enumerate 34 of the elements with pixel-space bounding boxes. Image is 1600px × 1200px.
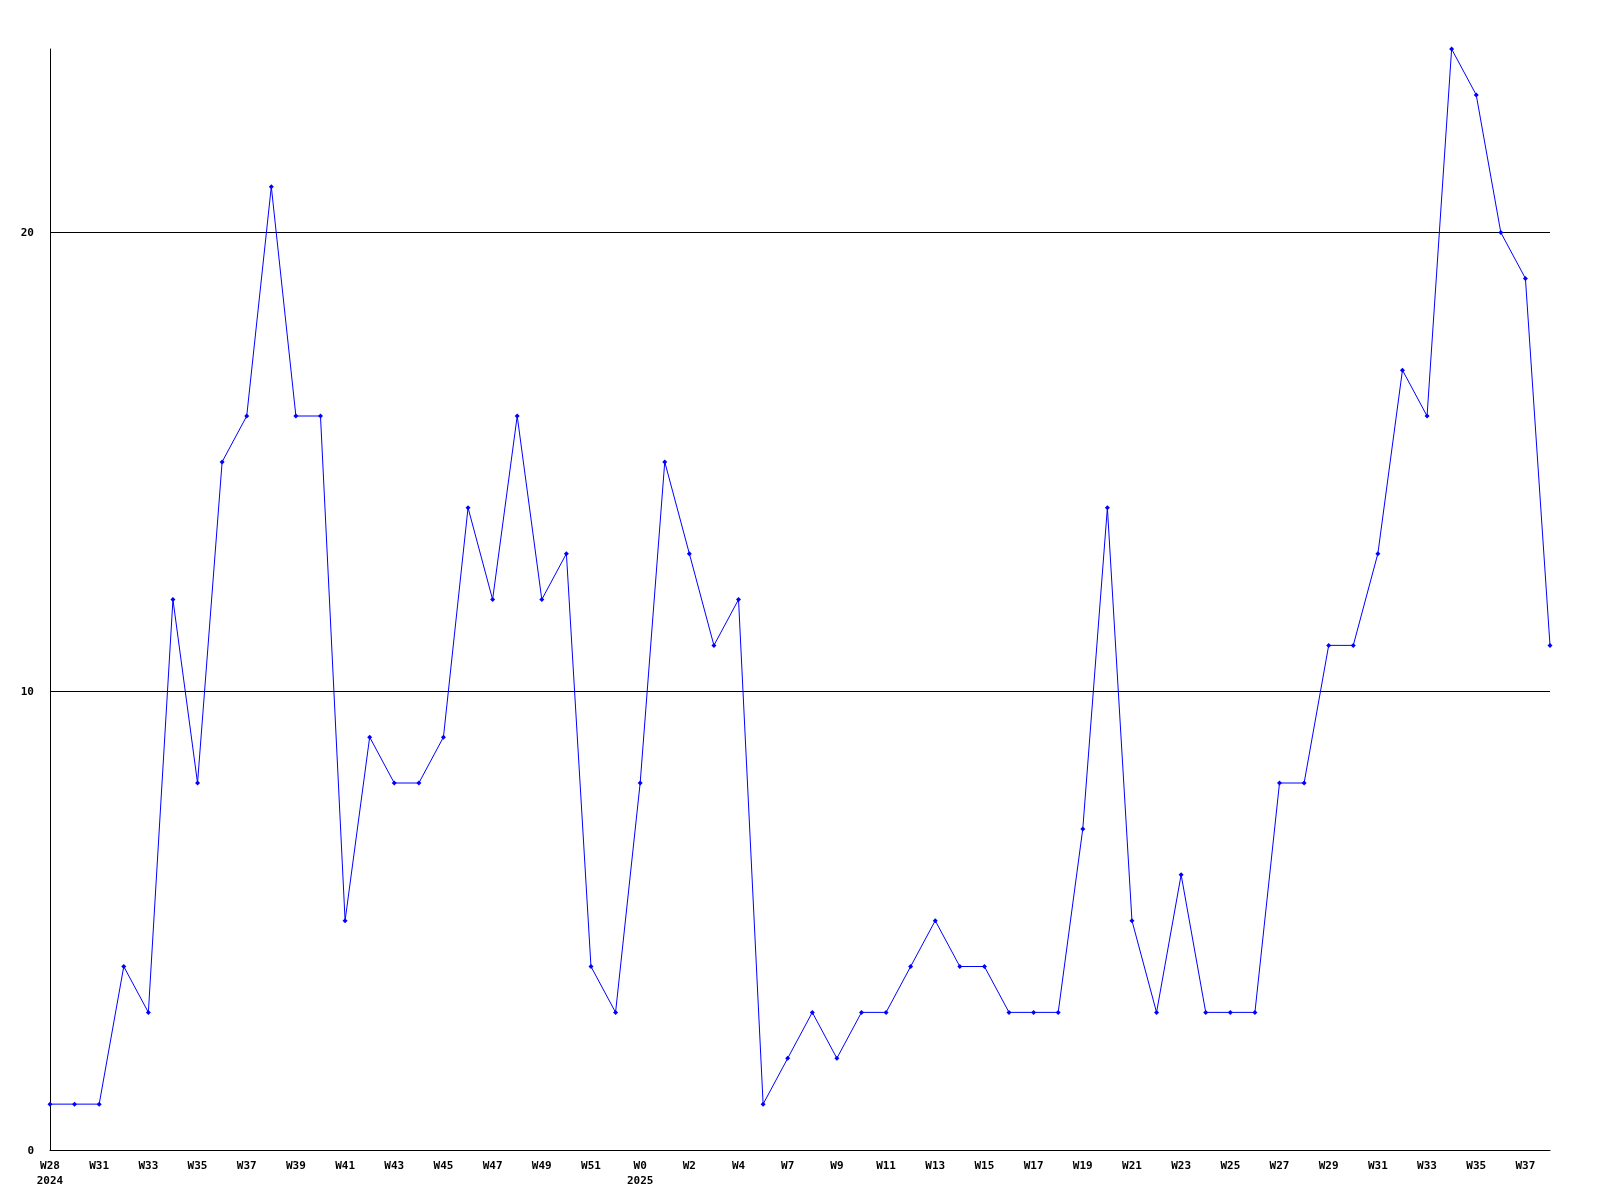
x-tick-label: W35 [1466, 1159, 1487, 1172]
x-tick-label: W29 [1318, 1159, 1339, 1172]
y-tick-label: 0 [27, 1143, 34, 1157]
x-tick-label: W21 [1122, 1159, 1143, 1172]
x-tick-label: W43 [384, 1159, 405, 1172]
x-tick-label: W0 2025 [626, 1159, 654, 1187]
x-tick-label: W33 [138, 1159, 159, 1172]
x-tick-label: W13 [925, 1159, 946, 1172]
x-tick-label: W35 [187, 1159, 208, 1172]
x-tick-label: W31 [89, 1159, 110, 1172]
x-tick-label: W31 [1367, 1159, 1389, 1172]
x-tick-label: W47 [482, 1159, 503, 1172]
x-tick-label: W11 [876, 1159, 897, 1172]
x-tick-label: W51 [581, 1159, 602, 1172]
x-tick-label: W33 [1417, 1159, 1437, 1172]
x-tick-label: W45 [433, 1159, 454, 1172]
x-tick-label: W19 [1072, 1159, 1093, 1172]
x-tick-label: W4 [731, 1159, 746, 1172]
y-tick-label: 20 [20, 226, 34, 239]
x-tick-label: W37 [1515, 1159, 1536, 1172]
x-tick-label: W17 [1023, 1159, 1044, 1172]
x-tick-label: W41 [335, 1159, 356, 1172]
x-tick-label: W15 [974, 1159, 995, 1172]
x-tick-label: W37 [236, 1159, 257, 1172]
y-tick-label: 10 [20, 684, 34, 698]
x-tick-label: W9 [830, 1159, 844, 1172]
x-tick-label: W25 [1220, 1159, 1241, 1172]
x-tick-label: W27 [1269, 1159, 1290, 1172]
x-tick-label: W28 2024 [36, 1159, 64, 1187]
x-tick-label: W49 [531, 1159, 552, 1172]
x-tick-label: W39 [285, 1159, 306, 1172]
x-tick-label: W7 [781, 1159, 795, 1172]
x-tick-label: W2 [682, 1159, 696, 1172]
x-tick-label: W23 [1171, 1159, 1192, 1172]
